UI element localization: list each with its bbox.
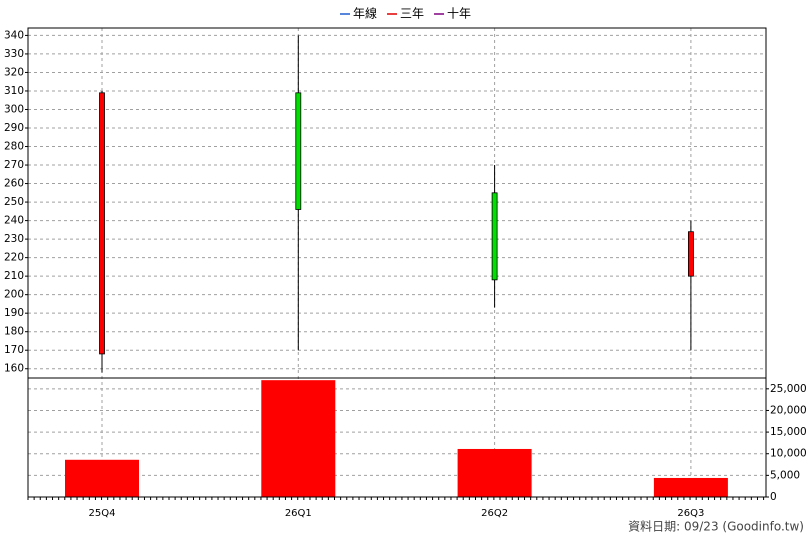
legend-label: 十年 <box>447 7 471 21</box>
y2-tick-label: 20,000 <box>770 404 807 416</box>
x-tick-label: 26Q3 <box>677 508 704 519</box>
candle-body <box>99 92 105 355</box>
y2-tick-label: 0 <box>770 491 777 503</box>
x-tick-label: 26Q2 <box>481 508 508 519</box>
y2-tick-label: 10,000 <box>770 448 807 460</box>
legend-label: 年線 <box>353 6 377 21</box>
y-tick-label: 290 <box>4 122 24 134</box>
y-tick-label: 300 <box>4 103 24 115</box>
y-tick-label: 260 <box>4 178 24 190</box>
y-tick-label: 250 <box>4 196 24 208</box>
y-tick-label: 190 <box>4 307 24 319</box>
y-tick-label: 210 <box>4 270 24 282</box>
y-tick-label: 170 <box>4 344 24 356</box>
footer: 資料日期: 09/23 (Goodinfo.tw) <box>628 520 804 534</box>
volume-bar <box>65 459 139 497</box>
volume-bar <box>457 448 532 497</box>
volume-bar <box>653 477 728 497</box>
y-tick-label: 340 <box>4 29 24 41</box>
y-tick-label: 180 <box>4 326 24 338</box>
y-tick-label: 160 <box>4 363 24 375</box>
y-tick-label: 280 <box>4 141 24 153</box>
y2-tick-label: 15,000 <box>770 426 807 438</box>
y-tick-label: 230 <box>4 233 24 245</box>
candle-body <box>295 92 302 210</box>
y-tick-label: 200 <box>4 289 24 301</box>
legend-label: 三年 <box>400 7 424 21</box>
x-tick-label: 26Q1 <box>285 508 312 519</box>
y-tick-label: 330 <box>4 48 24 60</box>
legend: 年線 三年 十年 <box>340 6 471 21</box>
volume-bar <box>261 380 336 497</box>
y-tick-label: 220 <box>4 252 24 264</box>
y2-tick-label: 25,000 <box>770 383 807 395</box>
y-tick-label: 310 <box>4 85 24 97</box>
candle-body <box>491 192 498 281</box>
x-tick-label: 25Q4 <box>89 508 116 519</box>
y-tick-label: 270 <box>4 159 24 171</box>
y2-tick-label: 5,000 <box>770 469 800 481</box>
y-tick-label: 240 <box>4 215 24 227</box>
plot-frame <box>27 27 767 498</box>
candle-body <box>688 231 694 277</box>
y-tick-label: 320 <box>4 66 24 78</box>
